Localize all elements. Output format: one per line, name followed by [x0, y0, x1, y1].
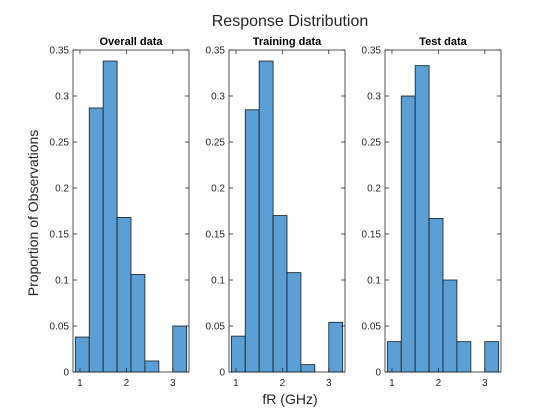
histogram-bar — [144, 360, 160, 373]
x-tick-label: 1 — [389, 378, 395, 389]
histogram-bar — [300, 364, 316, 373]
histogram-bar — [258, 60, 274, 373]
y-tick-label: 0.3 — [367, 92, 381, 103]
y-tick-label: 0.15 — [50, 230, 70, 241]
histogram-bar — [230, 335, 246, 373]
subplot-panels: 0 0.05 0.1 0.15 0.2 0.25 0.3 0.35 1 2 3 Overall dat… — [50, 36, 502, 389]
x-tick-label: 2 — [124, 378, 130, 389]
subplot-1: 0 0.05 0.1 0.15 0.2 0.25 0.3 0.35 1 2 3 Overall dat… — [50, 36, 190, 389]
histogram-bar — [484, 341, 500, 373]
histogram-bar — [272, 215, 288, 373]
histogram-bar — [244, 109, 260, 373]
x-tick-label: 3 — [170, 378, 176, 389]
histogram-bar — [328, 321, 344, 373]
subplot-title: Training data — [253, 36, 322, 48]
y-tick-label: 0.25 — [206, 138, 226, 149]
y-tick-label: 0.3 — [55, 92, 69, 103]
y-tick-label: 0.2 — [55, 184, 69, 195]
y-tick-label: 0.35 — [50, 46, 70, 57]
histogram-bar — [442, 279, 458, 373]
histogram-bar — [116, 217, 132, 373]
y-tick-label: 0.05 — [206, 322, 226, 333]
x-tick-label: 1 — [77, 378, 83, 389]
histogram-bar — [386, 341, 402, 373]
y-tick-label: 0.15 — [362, 230, 382, 241]
y-axis-label: Proportion of Observations — [25, 130, 41, 297]
y-tick-label: 0.05 — [362, 322, 382, 333]
histogram-bar — [130, 274, 146, 373]
x-tick-label: 3 — [326, 378, 332, 389]
histogram-bar — [456, 341, 472, 373]
subplot-title: Overall data — [100, 36, 164, 48]
x-tick-label: 3 — [482, 378, 488, 389]
y-tick-label: 0.1 — [211, 276, 225, 287]
y-tick-label: 0.35 — [362, 46, 382, 57]
histogram-bar — [400, 95, 416, 373]
histogram-bar — [102, 60, 118, 373]
histogram-bar — [414, 65, 430, 373]
histogram-bar — [88, 107, 104, 373]
y-tick-label: 0.3 — [211, 92, 225, 103]
y-tick-label: 0.35 — [206, 46, 226, 57]
y-tick-label: 0 — [63, 368, 69, 379]
y-tick-label: 0.2 — [367, 184, 381, 195]
histogram-bar — [428, 217, 444, 373]
histogram-bar — [286, 272, 302, 373]
histogram-bar — [172, 325, 188, 373]
y-tick-label: 0.25 — [362, 138, 382, 149]
subplot-3: 0 0.05 0.1 0.15 0.2 0.25 0.3 0.35 1 2 3 Test data — [362, 36, 502, 389]
subplot-title: Test data — [419, 36, 467, 48]
y-tick-label: 0.15 — [206, 230, 226, 241]
subplot-2: 0 0.05 0.1 0.15 0.2 0.25 0.3 0.35 1 2 3 Training da… — [206, 36, 346, 389]
y-tick-label: 0.25 — [50, 138, 70, 149]
x-axis-label: fR (GHz) — [262, 391, 317, 407]
histogram-bar — [74, 336, 90, 373]
x-tick-label: 2 — [280, 378, 286, 389]
y-tick-label: 0 — [219, 368, 225, 379]
y-tick-label: 0.1 — [367, 276, 381, 287]
x-tick-label: 2 — [436, 378, 442, 389]
y-tick-label: 0.1 — [55, 276, 69, 287]
y-tick-label: 0 — [375, 368, 381, 379]
y-tick-label: 0.05 — [50, 322, 70, 333]
y-tick-label: 0.2 — [211, 184, 225, 195]
figure-title: Response Distribution — [212, 13, 369, 30]
x-tick-label: 1 — [233, 378, 239, 389]
